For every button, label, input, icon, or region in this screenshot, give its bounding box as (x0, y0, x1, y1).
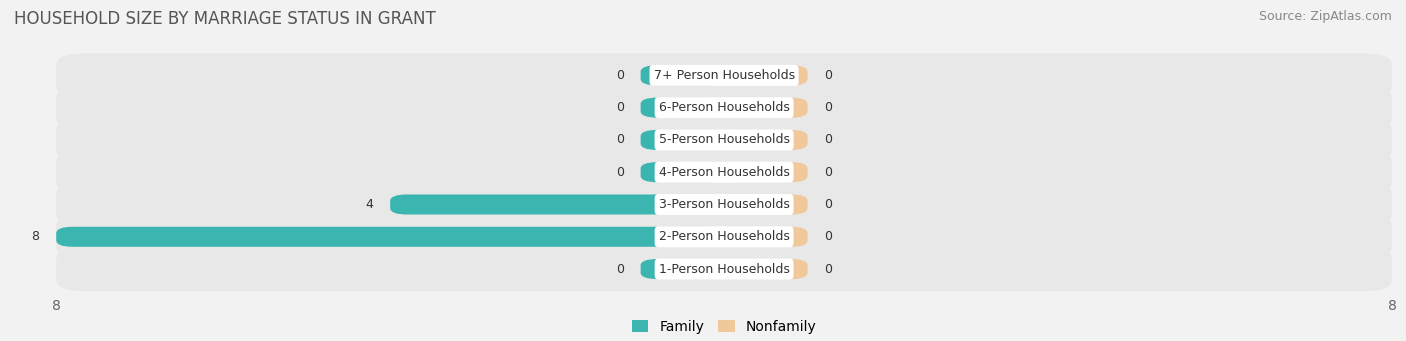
FancyBboxPatch shape (56, 86, 1392, 130)
FancyBboxPatch shape (724, 65, 807, 85)
Text: 4: 4 (366, 198, 374, 211)
Text: 7+ Person Households: 7+ Person Households (654, 69, 794, 82)
Text: 0: 0 (824, 230, 832, 243)
FancyBboxPatch shape (56, 215, 1392, 259)
Text: 0: 0 (824, 69, 832, 82)
FancyBboxPatch shape (56, 53, 1392, 98)
FancyBboxPatch shape (641, 162, 724, 182)
FancyBboxPatch shape (724, 259, 807, 279)
FancyBboxPatch shape (391, 194, 724, 214)
FancyBboxPatch shape (641, 130, 724, 150)
Text: 8: 8 (31, 230, 39, 243)
FancyBboxPatch shape (56, 150, 1392, 194)
FancyBboxPatch shape (56, 247, 1392, 291)
Text: 0: 0 (824, 198, 832, 211)
FancyBboxPatch shape (641, 259, 724, 279)
FancyBboxPatch shape (56, 118, 1392, 162)
Text: 0: 0 (824, 263, 832, 276)
Text: 6-Person Households: 6-Person Households (658, 101, 790, 114)
Text: 0: 0 (616, 101, 624, 114)
Text: 0: 0 (824, 166, 832, 179)
FancyBboxPatch shape (641, 98, 724, 118)
FancyBboxPatch shape (724, 162, 807, 182)
Text: 0: 0 (616, 133, 624, 146)
Text: 0: 0 (616, 69, 624, 82)
FancyBboxPatch shape (724, 130, 807, 150)
Text: 5-Person Households: 5-Person Households (658, 133, 790, 146)
Text: 4-Person Households: 4-Person Households (658, 166, 790, 179)
FancyBboxPatch shape (56, 182, 1392, 226)
Text: 1-Person Households: 1-Person Households (658, 263, 790, 276)
Text: 0: 0 (616, 166, 624, 179)
FancyBboxPatch shape (724, 194, 807, 214)
FancyBboxPatch shape (724, 227, 807, 247)
Legend: Family, Nonfamily: Family, Nonfamily (626, 314, 823, 340)
Text: 0: 0 (616, 263, 624, 276)
FancyBboxPatch shape (641, 65, 724, 85)
FancyBboxPatch shape (56, 227, 724, 247)
Text: 3-Person Households: 3-Person Households (658, 198, 790, 211)
Text: HOUSEHOLD SIZE BY MARRIAGE STATUS IN GRANT: HOUSEHOLD SIZE BY MARRIAGE STATUS IN GRA… (14, 10, 436, 28)
FancyBboxPatch shape (724, 98, 807, 118)
Text: 0: 0 (824, 101, 832, 114)
Text: 0: 0 (824, 133, 832, 146)
Text: Source: ZipAtlas.com: Source: ZipAtlas.com (1258, 10, 1392, 23)
Text: 2-Person Households: 2-Person Households (658, 230, 790, 243)
